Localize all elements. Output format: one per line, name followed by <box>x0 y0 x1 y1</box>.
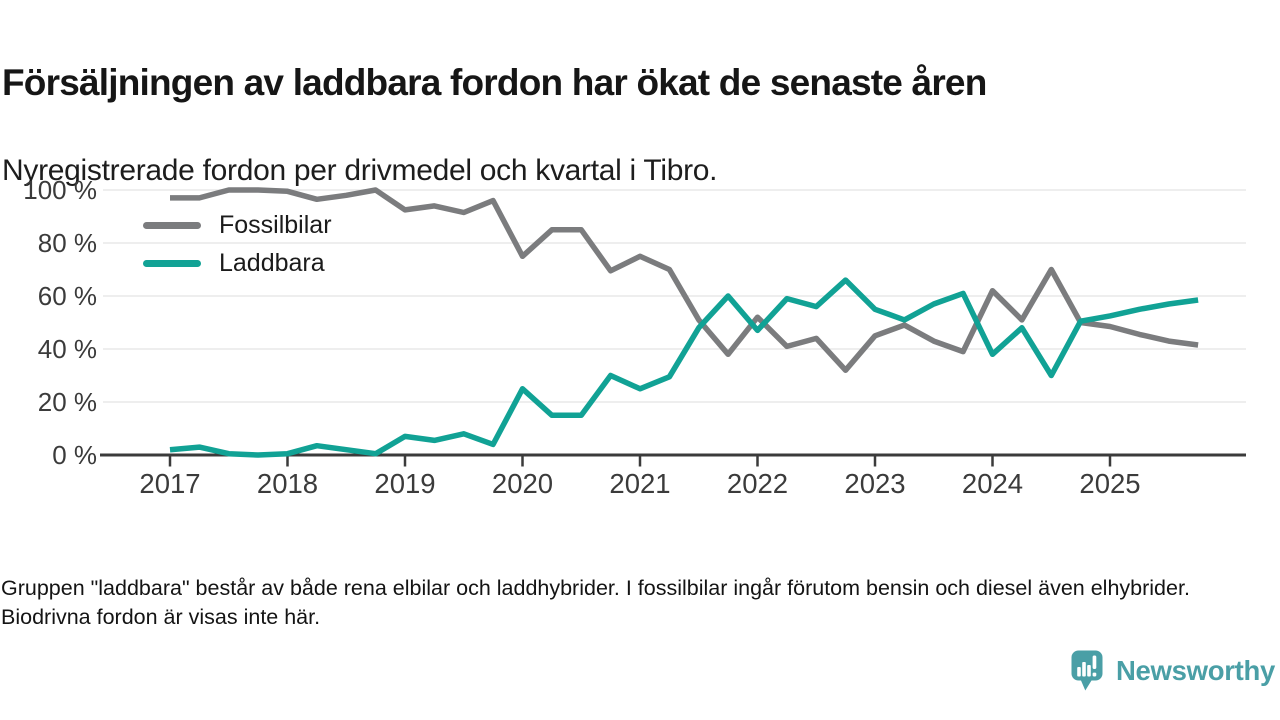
speech-bubble-bar-chart-icon <box>1071 650 1103 691</box>
y-axis-label: 40 % <box>38 334 97 364</box>
x-axis-label: 2021 <box>609 468 670 499</box>
x-axis-label: 2024 <box>962 468 1023 499</box>
chart-subtitle: Nyregistrerade fordon per drivmedel och … <box>2 154 718 187</box>
fossilbilar-line-swatch <box>143 221 201 229</box>
page-title: Försäljningen av laddbara fordon har öka… <box>2 61 987 103</box>
series-line-laddbara <box>169 277 1199 458</box>
x-axis-label: 2019 <box>374 468 435 499</box>
x-axis-label: 2020 <box>492 468 553 499</box>
legend-label: Fossilbilar <box>219 210 332 239</box>
y-axis-label: 20 % <box>38 387 97 417</box>
y-axis-label: 80 % <box>38 228 97 258</box>
x-axis-label: 2023 <box>844 468 905 499</box>
footnote: Gruppen "laddbara" består av både rena e… <box>1 575 1190 629</box>
line-chart: 0 % 20 % 40 % 60 % 80 % 100 % 2017 2018 2019 2020… <box>23 175 1246 499</box>
y-axis-label: 60 % <box>38 281 97 311</box>
legend-label: Laddbara <box>219 248 325 277</box>
x-axis-label: 2017 <box>139 468 200 499</box>
legend-item-laddbara: Laddbara <box>143 244 332 282</box>
laddbara-line-swatch <box>143 259 201 267</box>
y-axis-label: 0 % <box>52 440 97 470</box>
x-axis-label: 2025 <box>1079 468 1140 499</box>
legend-item-fossilbilar: Fossilbilar <box>143 206 332 244</box>
x-axis-label: 2018 <box>257 468 318 499</box>
x-axis-label: 2022 <box>727 468 788 499</box>
newsworthy-logo: Newsworthy <box>1071 648 1275 694</box>
series-line-fossilbilar <box>170 187 1199 373</box>
y-axis-label: 100 % <box>23 175 97 205</box>
chart-legend: Fossilbilar Laddbara <box>143 206 332 282</box>
newsworthy-logo-text: Newsworthy <box>1116 655 1275 686</box>
